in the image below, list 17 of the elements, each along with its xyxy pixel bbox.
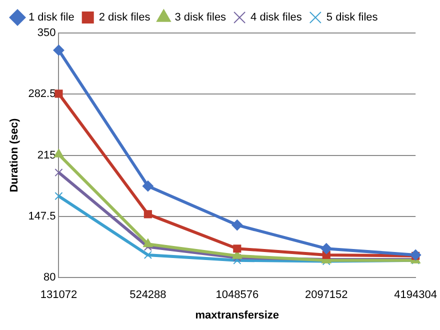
y-tick-label: 282.5 [28, 88, 56, 100]
legend-label: 5 disk files [326, 12, 378, 24]
y-tick-label: 350 [37, 27, 56, 40]
y-axis-title: Duration (sec) [8, 118, 21, 192]
legend-label: 4 disk files [250, 12, 302, 24]
x-tick-label: 4194304 [394, 289, 437, 302]
y-tick-label: 147.5 [28, 210, 56, 222]
legend-label: 3 disk files [174, 12, 227, 24]
y-tick-label: 215 [37, 149, 56, 162]
legend-label: 2 disk files [98, 12, 151, 24]
legend-label: 1 disk file [28, 12, 74, 24]
x-tick-label: 131072 [40, 289, 78, 302]
x-tick-label: 524288 [130, 289, 166, 302]
x-tick-label: 2097152 [304, 289, 348, 302]
x-axis-title: maxtransfersize [195, 309, 280, 322]
y-tick-label: 80 [43, 272, 56, 284]
x-tick-label: 1048576 [216, 289, 259, 302]
